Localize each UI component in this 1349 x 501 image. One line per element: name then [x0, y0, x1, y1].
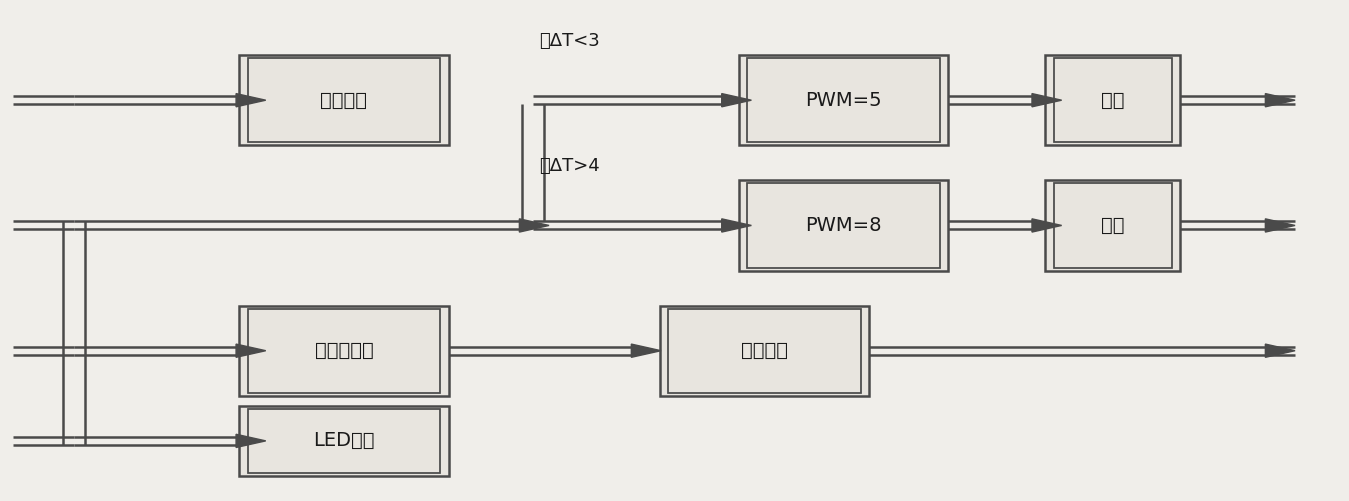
Polygon shape — [236, 344, 266, 357]
Polygon shape — [722, 94, 751, 107]
Bar — [240, 406, 448, 476]
Bar — [247, 409, 440, 473]
Polygon shape — [519, 219, 549, 232]
Text: 显示温度: 显示温度 — [321, 91, 367, 110]
Bar — [660, 306, 869, 396]
Text: 风扇: 风扇 — [1101, 91, 1125, 110]
Polygon shape — [1265, 219, 1295, 232]
Polygon shape — [236, 434, 266, 447]
Polygon shape — [1032, 94, 1062, 107]
Bar — [1054, 58, 1172, 142]
Text: PWM=5: PWM=5 — [805, 91, 881, 110]
Bar — [747, 183, 939, 268]
Bar — [247, 309, 440, 393]
Bar — [1054, 183, 1172, 268]
Text: LED报警: LED报警 — [313, 431, 375, 450]
Text: 当ΔT<3: 当ΔT<3 — [540, 32, 600, 50]
Polygon shape — [631, 344, 661, 357]
Bar — [240, 306, 448, 396]
Text: 风扇: 风扇 — [1101, 216, 1125, 235]
Bar — [747, 58, 939, 142]
Bar — [1045, 180, 1180, 271]
Polygon shape — [1265, 344, 1295, 357]
Bar — [668, 309, 861, 393]
Bar — [739, 180, 947, 271]
Polygon shape — [722, 219, 751, 232]
Polygon shape — [1265, 94, 1295, 107]
Polygon shape — [1032, 219, 1062, 232]
Bar — [739, 55, 947, 145]
Bar — [1045, 55, 1180, 145]
Text: PWM=8: PWM=8 — [805, 216, 881, 235]
Text: 接通继电器: 接通继电器 — [314, 341, 374, 360]
Bar — [240, 55, 448, 145]
Text: 电热线圈: 电热线圈 — [742, 341, 788, 360]
Polygon shape — [236, 94, 266, 107]
Bar — [247, 58, 440, 142]
Text: 当ΔT>4: 当ΔT>4 — [540, 157, 600, 175]
